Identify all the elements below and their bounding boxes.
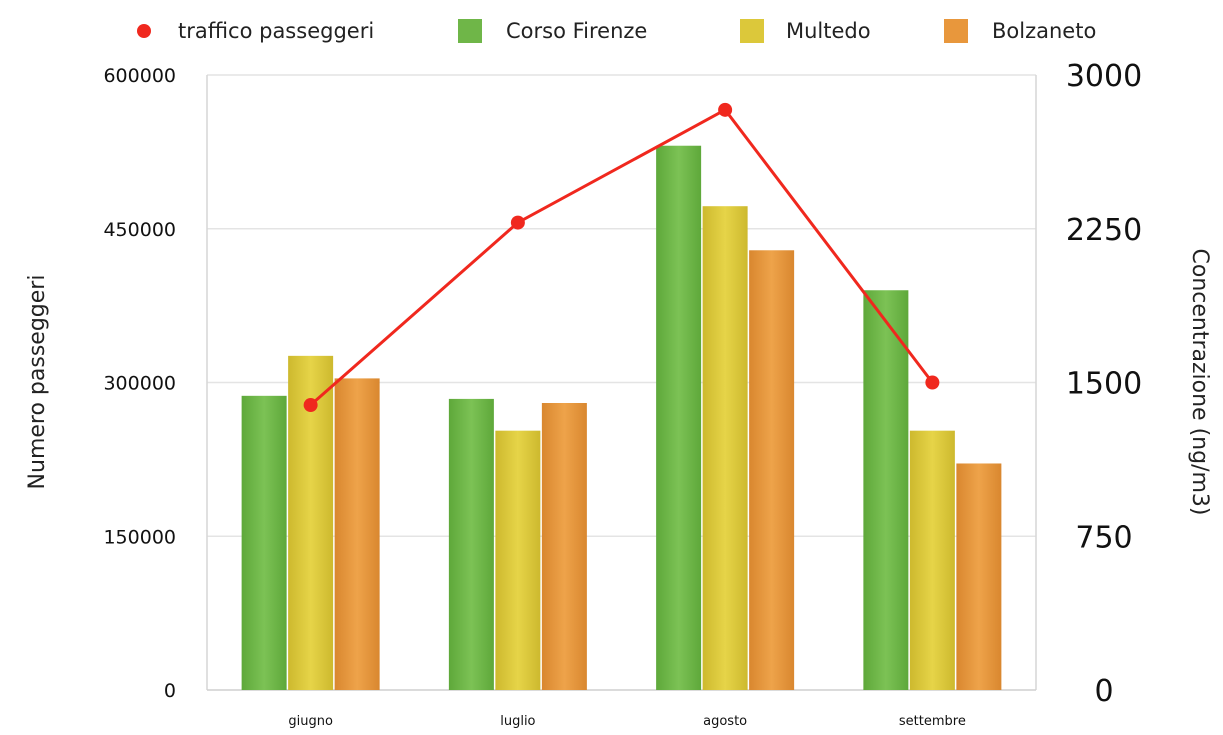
bar-bolzaneto <box>334 378 380 690</box>
line-point <box>925 375 940 390</box>
y2-tick-label: 0 <box>1094 674 1113 709</box>
legend-marker-line <box>137 24 151 38</box>
y2-tick-label: 750 <box>1075 520 1132 555</box>
bars <box>241 145 1002 691</box>
y-tick-label: 600000 <box>103 65 176 87</box>
x-tick-label: agosto <box>703 714 747 729</box>
y-tick-label: 450000 <box>103 219 176 241</box>
tick-labels: 0 150000 300000 450000 600000 0 750 1500 2250 300… <box>103 59 1142 729</box>
line-point <box>303 398 318 413</box>
bar-corso-firenze <box>656 145 702 691</box>
legend: traffico passeggeri Corso Firenze Multed… <box>137 19 1096 43</box>
bar-corso-firenze <box>863 290 909 690</box>
legend-swatch-bolzaneto <box>944 19 968 43</box>
y-tick-label: 0 <box>164 680 176 702</box>
bar-bolzaneto <box>956 463 1002 690</box>
y2-tick-label: 3000 <box>1066 59 1142 94</box>
line-point <box>510 215 525 230</box>
bar-bolzaneto <box>541 403 587 690</box>
bar-corso-firenze <box>241 395 287 690</box>
bar-multedo <box>495 430 541 690</box>
y2-tick-label: 1500 <box>1066 367 1142 402</box>
y2-axis-title: Concentrazione (ng/m3) <box>1187 249 1212 516</box>
legend-label-line: traffico passeggeri <box>178 19 374 43</box>
line-traffico-passeggeri <box>309 107 934 407</box>
legend-label-corso-firenze: Corso Firenze <box>506 19 647 43</box>
x-tick-label: settembre <box>899 714 966 729</box>
bar-corso-firenze <box>448 398 494 690</box>
x-tick-label: luglio <box>500 714 535 729</box>
legend-swatch-corso-firenze <box>458 19 482 43</box>
bar-multedo <box>702 206 748 690</box>
legend-label-bolzaneto: Bolzaneto <box>992 19 1096 43</box>
y-axis-title: Numero passeggeri <box>25 275 50 490</box>
bar-bolzaneto <box>749 250 795 690</box>
y-tick-label: 150000 <box>103 526 176 548</box>
line-point <box>718 102 733 117</box>
line-series <box>303 102 940 413</box>
legend-swatch-multedo <box>740 19 764 43</box>
bar-multedo <box>909 430 955 690</box>
y2-tick-label: 2250 <box>1066 213 1142 248</box>
y-tick-label: 300000 <box>103 373 176 395</box>
x-tick-label: giugno <box>288 714 333 729</box>
legend-label-multedo: Multedo <box>786 19 871 43</box>
